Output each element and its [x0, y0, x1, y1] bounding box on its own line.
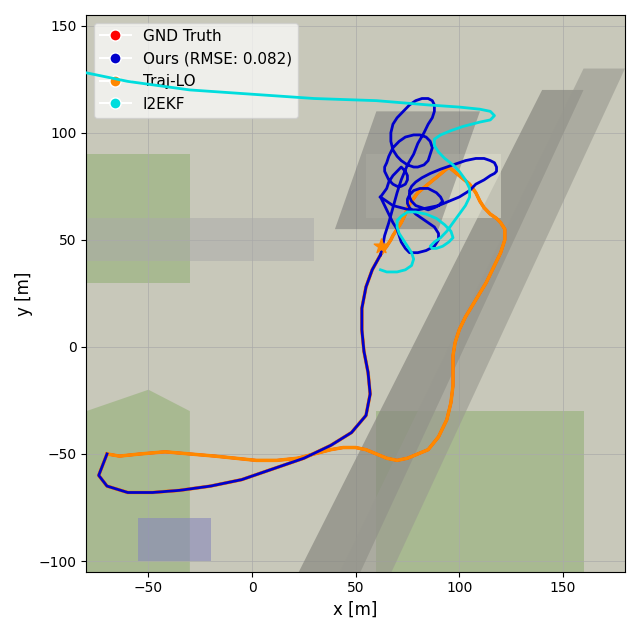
- X-axis label: x [m]: x [m]: [333, 601, 378, 619]
- Polygon shape: [86, 390, 190, 583]
- Polygon shape: [294, 90, 584, 583]
- Legend: GND Truth, Ours (RMSE: 0.082), Traj-LO, I2EKF: GND Truth, Ours (RMSE: 0.082), Traj-LO, …: [94, 23, 298, 118]
- Polygon shape: [335, 112, 480, 229]
- Polygon shape: [335, 68, 625, 583]
- Point: [376, 241, 386, 251]
- Polygon shape: [86, 154, 190, 283]
- Y-axis label: y [m]: y [m]: [15, 271, 33, 316]
- Polygon shape: [366, 154, 500, 219]
- Polygon shape: [138, 518, 211, 561]
- Polygon shape: [86, 219, 314, 261]
- Polygon shape: [376, 411, 584, 583]
